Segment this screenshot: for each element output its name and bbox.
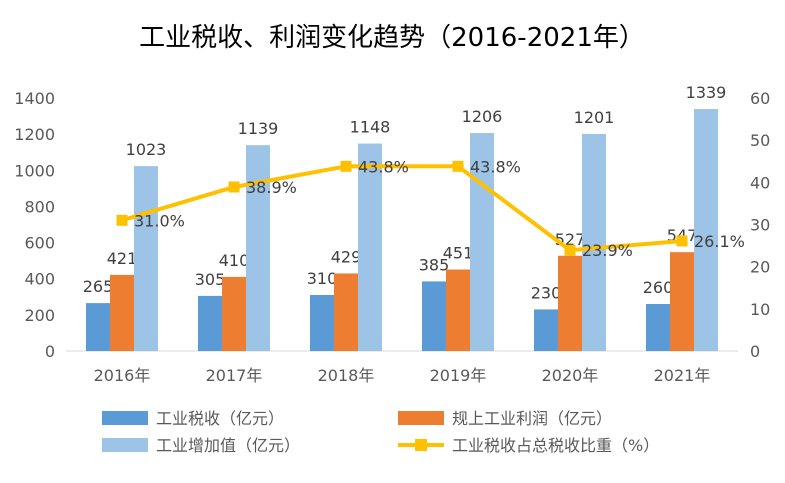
- line-marker: [676, 235, 688, 247]
- left-axis-tick-label: 1400: [14, 89, 55, 108]
- line-data-label: 31.0%: [134, 211, 185, 230]
- bar-data-label: 1201: [574, 108, 615, 127]
- bar: [446, 269, 470, 351]
- bar: [246, 145, 270, 351]
- bar-data-label: 305: [195, 270, 226, 289]
- bar-data-label: 260: [643, 278, 674, 297]
- bar: [222, 276, 246, 351]
- legend-label: 工业税收（亿元）: [156, 409, 284, 428]
- right-axis-tick-label: 10: [750, 300, 770, 319]
- line-marker: [116, 214, 128, 226]
- bar-data-label: 421: [107, 249, 138, 268]
- bar: [198, 295, 222, 351]
- line-data-label: 23.9%: [582, 241, 633, 260]
- left-axis-tick-label: 800: [24, 197, 55, 216]
- bar: [134, 166, 158, 351]
- bar-data-label: 385: [419, 255, 450, 274]
- x-axis-tick-label: 2020年: [542, 366, 599, 385]
- right-axis-tick-label: 0: [750, 342, 760, 361]
- bar-data-label: 310: [307, 269, 338, 288]
- right-axis-tick-label: 50: [750, 131, 770, 150]
- legend: 工业税收（亿元） 规上工业利润（亿元） 工业增加值（亿元） 工业税收占总税收比重（%）: [102, 409, 659, 455]
- bar-data-label: 1339: [686, 83, 727, 102]
- bar-data-label: 1139: [238, 119, 279, 138]
- bar: [534, 309, 558, 351]
- x-axis: 2016年 2017年 2018年 2019年 2020年 2021年: [94, 366, 711, 385]
- chart-title: 工业税收、利润变化趋势（2016-2021年）: [139, 23, 645, 53]
- legend-label: 规上工业利润（亿元）: [452, 409, 612, 428]
- bar: [358, 143, 382, 351]
- line-data-label: 26.1%: [694, 232, 745, 251]
- legend-swatch-marker: [415, 439, 427, 451]
- left-axis-tick-label: 1200: [14, 125, 55, 144]
- legend-swatch: [102, 438, 148, 452]
- bar: [422, 281, 446, 351]
- legend-swatch: [102, 411, 148, 425]
- x-axis-tick-label: 2019年: [430, 366, 487, 385]
- bar: [670, 252, 694, 351]
- legend-label: 工业增加值（亿元）: [156, 436, 300, 455]
- left-axis-tick-label: 400: [24, 270, 55, 289]
- left-axis-tick-label: 1000: [14, 161, 55, 180]
- bar: [694, 109, 718, 351]
- x-axis-tick-label: 2018年: [318, 366, 375, 385]
- bar: [110, 274, 134, 351]
- bar-data-label: 410: [219, 251, 250, 270]
- left-axis-tick-label: 200: [24, 306, 55, 325]
- right-axis-tick-label: 30: [750, 216, 770, 235]
- right-axis-tick-label: 20: [750, 258, 770, 277]
- right-axis-tick-label: 40: [750, 173, 770, 192]
- bar: [582, 133, 606, 351]
- line-marker: [228, 181, 240, 193]
- bar-data-label: 429: [331, 247, 362, 266]
- line-series: 31.0% 38.9% 43.8% 43.8% 23.9% 26.1%: [116, 157, 745, 260]
- line-marker: [340, 160, 352, 172]
- right-axis-tick-label: 60: [750, 89, 770, 108]
- bar-data-label: 1023: [126, 140, 167, 159]
- left-axis-tick-label: 600: [24, 234, 55, 253]
- line-data-label: 38.9%: [246, 178, 297, 197]
- legend-label: 工业税收占总税收比重（%）: [452, 436, 659, 455]
- bar-data-label: 1148: [350, 118, 391, 137]
- x-axis-tick-label: 2017年: [206, 366, 263, 385]
- right-axis: 0 10 20 30 40 50 60: [750, 89, 770, 361]
- bar-data-label: 265: [83, 277, 114, 296]
- line-data-label: 43.8%: [470, 157, 521, 176]
- x-axis-tick-label: 2016年: [94, 366, 151, 385]
- line-data-label: 43.8%: [358, 157, 409, 176]
- line-marker: [564, 244, 576, 256]
- bar: [86, 303, 110, 351]
- bar: [310, 294, 334, 351]
- bar: [646, 304, 670, 351]
- x-axis-tick-label: 2021年: [654, 366, 711, 385]
- line-marker: [452, 160, 464, 172]
- legend-swatch: [398, 411, 444, 425]
- bar: [334, 273, 358, 351]
- bar-data-label: 451: [443, 243, 474, 262]
- left-axis: 0 200 400 600 800 1000 1200 1400: [14, 89, 55, 361]
- bar: [558, 255, 582, 351]
- bar-data-label: 230: [531, 283, 562, 302]
- bar-data-label: 1206: [462, 107, 503, 126]
- line-path: [121, 164, 683, 253]
- bar: [470, 133, 494, 351]
- left-axis-tick-label: 0: [45, 342, 55, 361]
